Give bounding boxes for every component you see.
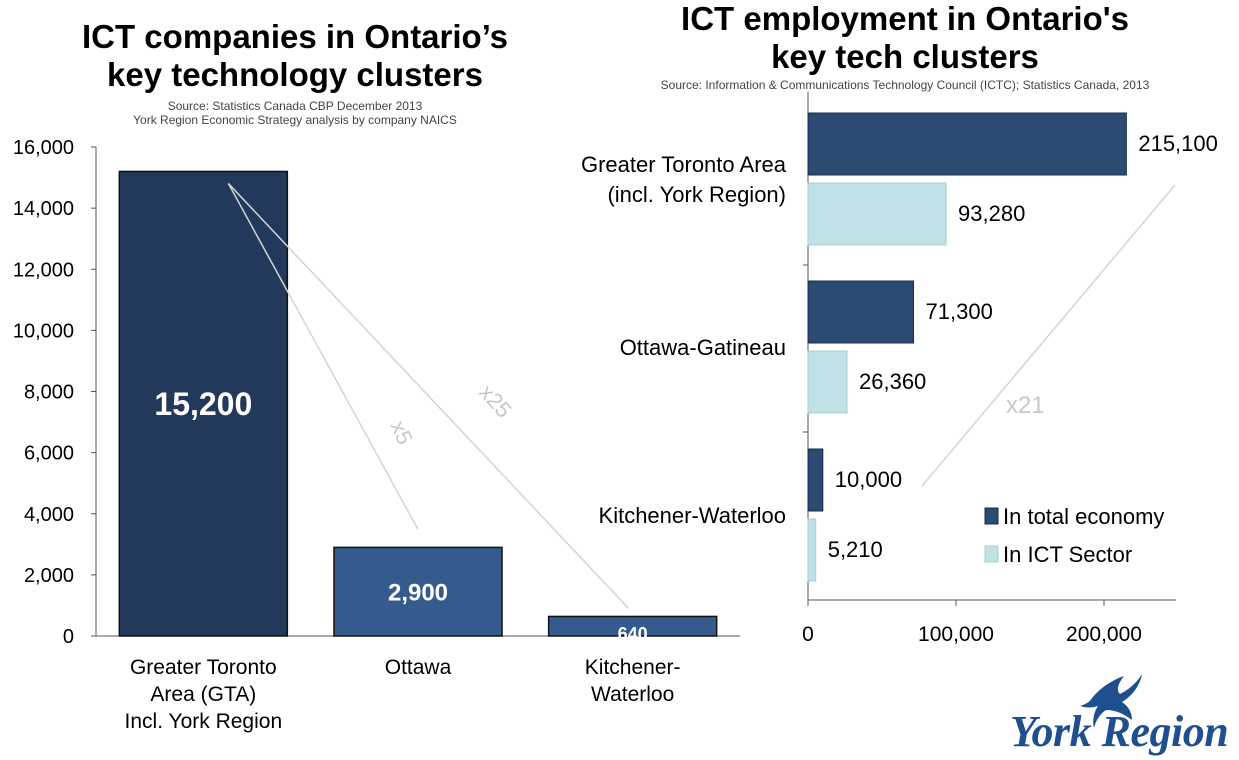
right-category-label: Greater Toronto Area bbox=[581, 152, 787, 177]
legend-label: In total economy bbox=[1003, 504, 1164, 529]
left-chart-title: ICT companies in Ontario’s key technolog… bbox=[40, 18, 550, 94]
left-bar-value-label: 15,200 bbox=[154, 386, 252, 422]
right-bar-value-label: 26,360 bbox=[859, 369, 926, 394]
left-y-tick-label: 0 bbox=[63, 626, 74, 648]
left-guide-line-x5 bbox=[227, 183, 419, 530]
legend-swatch bbox=[984, 507, 999, 525]
left-y-tick-label: 14,000 bbox=[13, 198, 74, 220]
right-bar bbox=[807, 448, 824, 512]
right-bar bbox=[807, 182, 947, 246]
logo-text: York Region bbox=[1010, 707, 1229, 756]
right-x-tick-label: 200,000 bbox=[1066, 623, 1142, 646]
right-category-label: Ottawa-Gatineau bbox=[620, 335, 786, 360]
left-y-tick-label: 12,000 bbox=[13, 259, 74, 281]
right-bar-value-label: 5,210 bbox=[828, 537, 883, 562]
left-category-label: Waterloo bbox=[591, 683, 674, 706]
legend-swatch bbox=[984, 545, 999, 563]
left-source-line-2: York Region Economic Strategy analysis b… bbox=[133, 113, 457, 127]
left-category-label: Area (GTA) bbox=[150, 683, 256, 706]
right-bar-value-label: 215,100 bbox=[1138, 131, 1218, 156]
right-chart-title: ICT employment in Ontario's key tech clu… bbox=[640, 0, 1170, 76]
left-bar bbox=[547, 615, 718, 637]
left-bar bbox=[118, 170, 289, 637]
left-category-label: Kitchener- bbox=[585, 656, 681, 679]
left-bar-value-label: 2,900 bbox=[388, 579, 448, 606]
right-bar bbox=[807, 112, 1127, 176]
right-chart-source: Source: Information & Communications Tec… bbox=[660, 78, 1150, 92]
right-guide-line-x21 bbox=[921, 184, 1176, 487]
right-bar bbox=[807, 350, 848, 414]
right-title-line-2: key tech clusters bbox=[771, 38, 1039, 75]
right-bar bbox=[807, 518, 817, 582]
left-category-label: Greater Toronto bbox=[130, 656, 277, 679]
left-y-tick-label: 10,000 bbox=[13, 320, 74, 342]
left-y-tick-label: 8,000 bbox=[24, 382, 74, 404]
right-bar-value-label: 93,280 bbox=[958, 201, 1025, 226]
left-title-line-1: ICT companies in Ontario’s bbox=[81, 18, 509, 55]
left-guide-line-x25 bbox=[227, 182, 630, 609]
left-category-label: Incl. York Region bbox=[125, 710, 283, 733]
right-category-label: Kitchener-Waterloo bbox=[599, 503, 786, 528]
left-title-line-2: key technology clusters bbox=[107, 56, 483, 93]
right-title-line-1: ICT employment in Ontario's bbox=[681, 0, 1129, 37]
flying-figure-icon bbox=[1080, 674, 1142, 728]
right-category-label: (incl. York Region) bbox=[607, 182, 786, 207]
left-y-tick-label: 6,000 bbox=[24, 443, 74, 465]
right-annotation-x21: x21 bbox=[1006, 392, 1045, 419]
left-source-line-1: Source: Statistics Canada CBP December 2… bbox=[167, 99, 423, 113]
right-bar-value-label: 71,300 bbox=[926, 299, 993, 324]
left-bar bbox=[333, 546, 503, 637]
left-bar-value-label: 640 bbox=[618, 624, 648, 644]
york-region-logo: York Region bbox=[1000, 668, 1239, 760]
legend-label: In ICT Sector bbox=[1003, 542, 1132, 567]
right-x-tick-label: 100,000 bbox=[918, 623, 994, 646]
left-chart-source: Source: Statistics Canada CBP December 2… bbox=[40, 99, 550, 127]
left-y-tick-label: 4,000 bbox=[24, 504, 74, 526]
left-y-tick-label: 2,000 bbox=[24, 565, 74, 587]
left-annotation-x5: x5 bbox=[385, 417, 417, 448]
right-bar bbox=[807, 280, 915, 344]
right-bar-value-label: 10,000 bbox=[835, 467, 902, 492]
left-category-label: Ottawa bbox=[385, 656, 452, 679]
right-x-tick-label: 0 bbox=[802, 623, 814, 646]
left-y-tick-label: 16,000 bbox=[13, 137, 74, 159]
left-annotation-x25: x25 bbox=[474, 380, 516, 423]
